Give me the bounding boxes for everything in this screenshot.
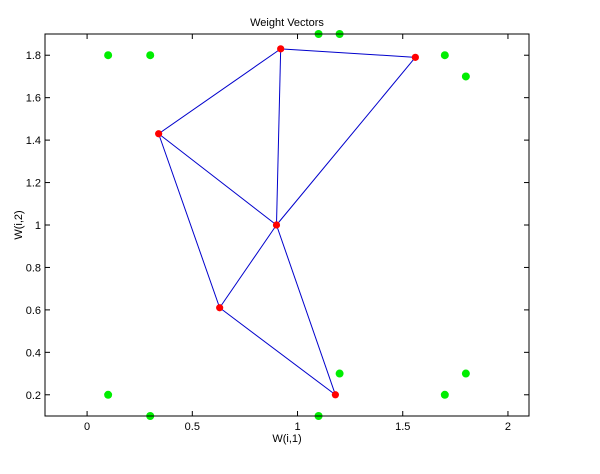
- x-axis-ticks: 0 0.5 1 1.5 2: [84, 34, 511, 433]
- weight-vector-point: [277, 45, 285, 53]
- weight-vector-point: [155, 130, 163, 138]
- y-tick-label: 1.2: [26, 178, 41, 190]
- input-point: [440, 390, 449, 399]
- y-tick-label: 0.2: [26, 390, 41, 402]
- link-line: [276, 57, 416, 226]
- weight-vector-point: [216, 304, 224, 312]
- link-line: [158, 133, 277, 226]
- y-tick-label: 1.6: [26, 93, 41, 105]
- links-layer: [158, 48, 416, 396]
- input-point: [104, 390, 113, 399]
- link-line: [276, 224, 336, 395]
- input-point: [335, 369, 344, 378]
- x-tick-label: 0.5: [185, 421, 200, 433]
- axes-background: [45, 34, 529, 416]
- x-tick-label: 2: [505, 421, 511, 433]
- link-line: [275, 48, 282, 226]
- input-point: [104, 51, 113, 60]
- input-point: [146, 51, 155, 60]
- input-points-layer: [104, 30, 470, 420]
- input-point: [461, 369, 470, 378]
- weight-vector-point: [272, 221, 281, 229]
- y-tick-label: 0.6: [26, 305, 41, 317]
- weight-vectors-layer: [155, 45, 419, 399]
- link-line: [219, 307, 336, 396]
- y-tick-label: 0.4: [26, 347, 41, 359]
- x-tick-label: 0: [84, 421, 90, 433]
- x-axis-label: W(i,1): [272, 433, 301, 445]
- x-tick-label: 1: [294, 421, 300, 433]
- y-tick-label: 1.8: [26, 50, 41, 62]
- y-axis-label: W(i,2): [13, 210, 25, 239]
- weight-vector-point: [411, 53, 419, 61]
- x-tick-label: 1.5: [395, 421, 410, 433]
- y-tick-label: 0.8: [26, 262, 41, 274]
- input-point: [461, 72, 470, 81]
- y-tick-label: 1.4: [26, 135, 41, 147]
- y-tick-label: 1: [35, 220, 41, 232]
- link-line: [158, 48, 281, 135]
- link-line: [158, 133, 221, 308]
- chart-title: Weight Vectors: [250, 17, 324, 29]
- weight-vector-point: [331, 391, 339, 399]
- y-axis-ticks: 0.2 0.4 0.6 0.8 1 1.2 1.4 1.6 1.8: [26, 50, 529, 402]
- link-line: [219, 224, 277, 309]
- link-line: [280, 48, 416, 58]
- input-point: [440, 51, 449, 60]
